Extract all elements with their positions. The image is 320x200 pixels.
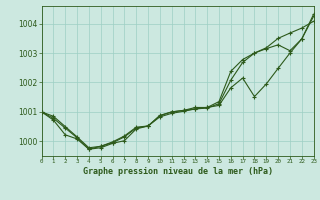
- X-axis label: Graphe pression niveau de la mer (hPa): Graphe pression niveau de la mer (hPa): [83, 167, 273, 176]
